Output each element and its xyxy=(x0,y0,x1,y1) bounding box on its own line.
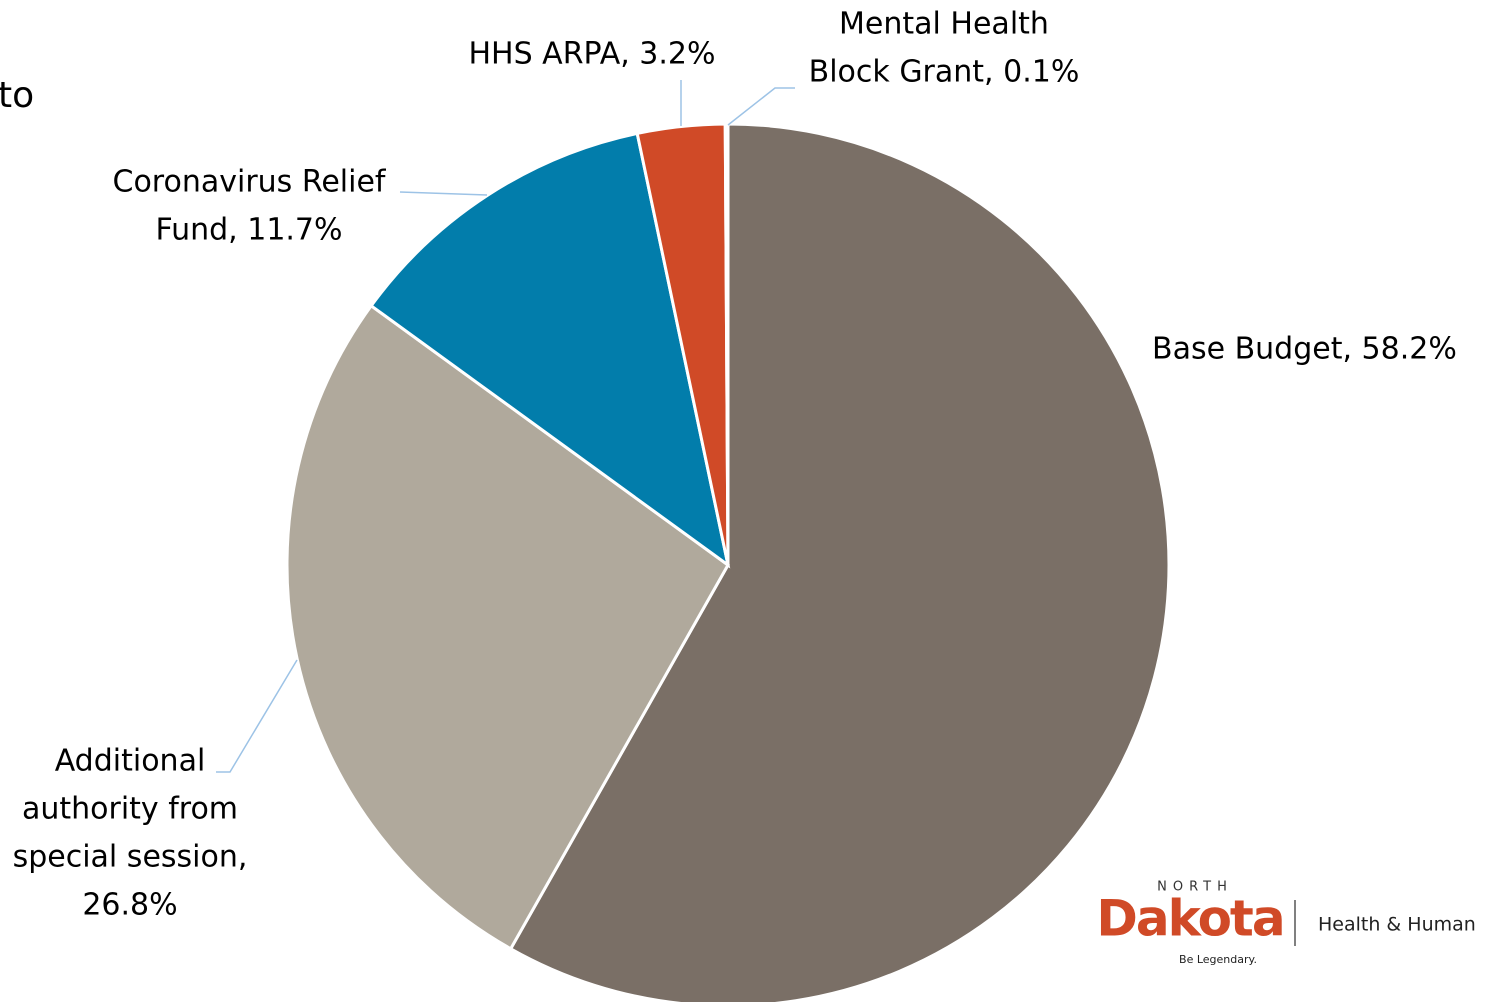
data-label: Base Budget, 58.2% xyxy=(1152,332,1457,367)
data-label: Fund, 11.7% xyxy=(155,213,342,248)
data-label: Block Grant, 0.1% xyxy=(809,55,1080,90)
data-label: Additional xyxy=(55,744,206,779)
logo-department: Health & Human xyxy=(1318,914,1476,936)
logo-state: Dakota xyxy=(1096,890,1283,948)
pie-slice xyxy=(723,122,730,566)
leader-line xyxy=(399,191,488,196)
logo-tagline: Be Legendary. xyxy=(1179,953,1257,966)
data-label: authority from xyxy=(22,792,238,827)
pie-slice xyxy=(369,131,731,569)
logo-state-top: NORTH xyxy=(1157,880,1233,895)
pie-slice xyxy=(285,303,730,951)
logo: NORTH Dakota Health & Human Be Legendary… xyxy=(1096,880,1475,967)
pie-slice xyxy=(508,122,1171,1002)
data-label: HHS ARPA, 3.2% xyxy=(468,37,715,72)
leader-line xyxy=(216,659,298,773)
data-label: Mental Health xyxy=(839,7,1049,42)
leader-line xyxy=(727,87,795,126)
slide-text: to xyxy=(0,75,34,116)
data-label: special session, xyxy=(13,840,248,875)
data-label: 26.8% xyxy=(82,888,177,923)
data-label: Coronavirus Relief xyxy=(113,165,387,200)
